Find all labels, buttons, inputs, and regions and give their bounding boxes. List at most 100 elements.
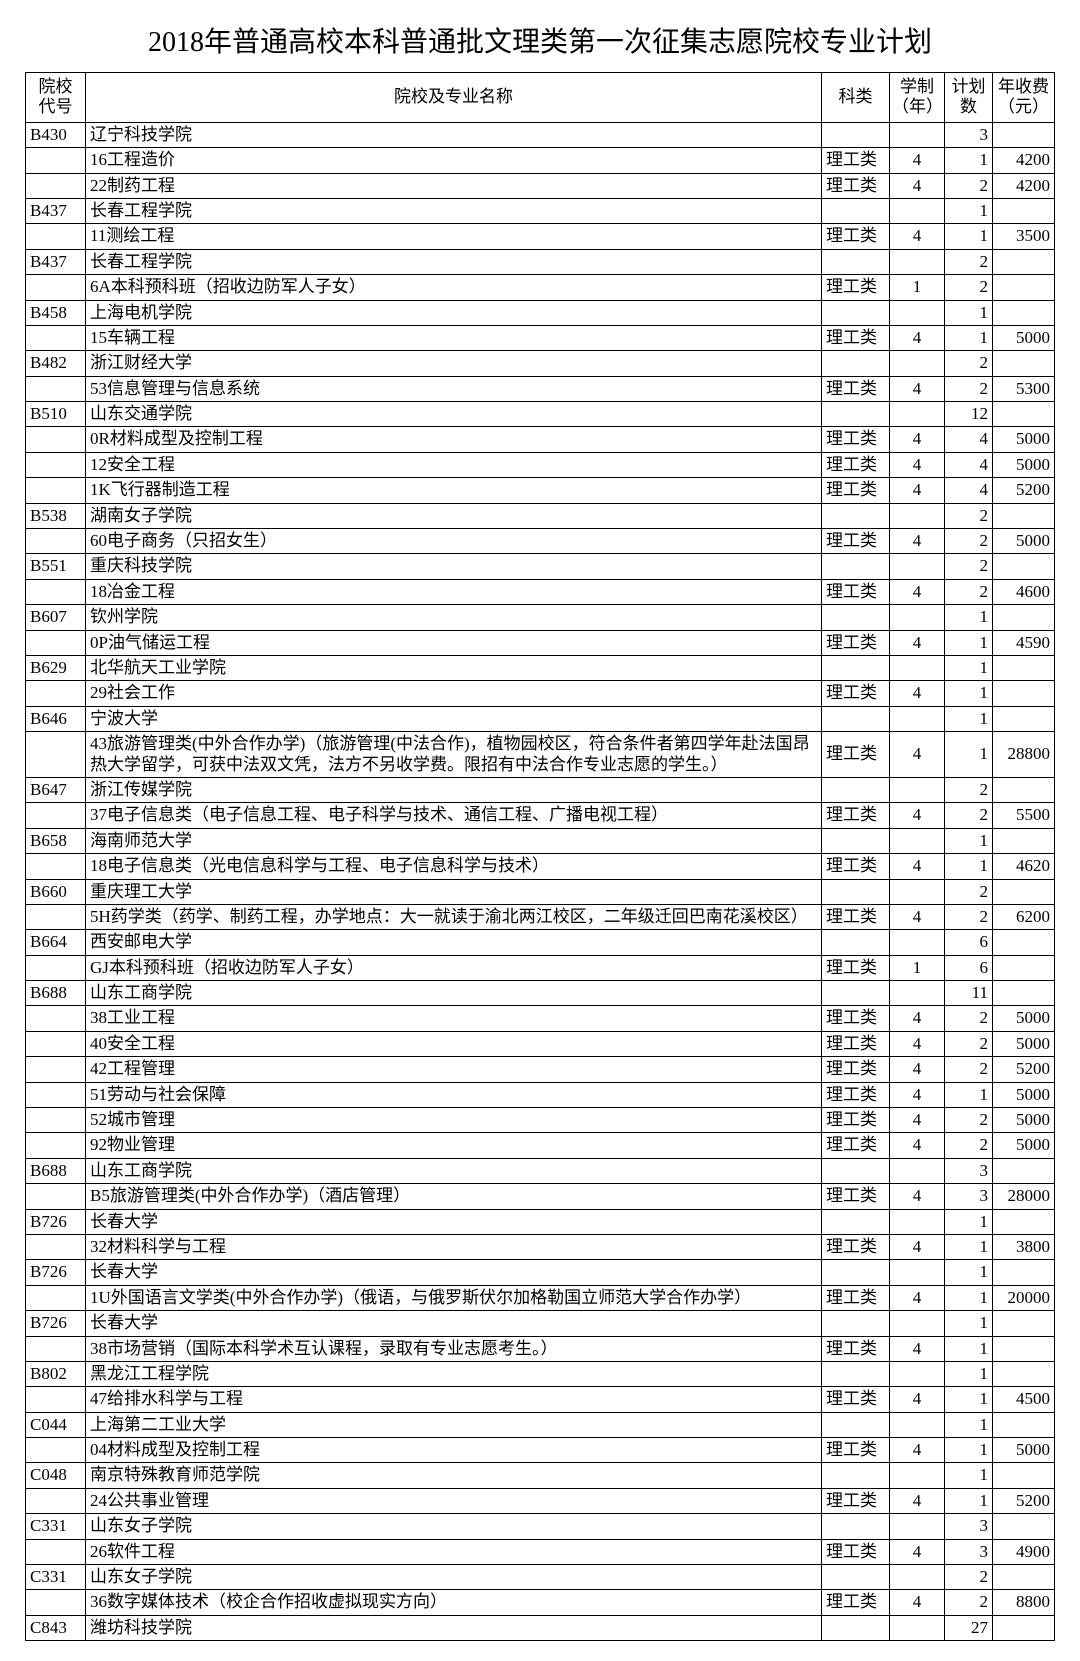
major-row: 15车辆工程理工类415000: [26, 325, 1055, 350]
cell-name: 潍坊科技学院: [86, 1615, 822, 1640]
major-row: 18电子信息类（光电信息科学与工程、电子信息科学与技术）理工类414620: [26, 854, 1055, 879]
cell-duration: [890, 402, 945, 427]
cell-plan: 1: [945, 732, 993, 778]
cell-plan: 1: [945, 1209, 993, 1234]
cell-code: [26, 854, 86, 879]
plan-table: 院校 代号 院校及专业名称 科类 学制 （年） 计划 数 年收费 （元） B43…: [25, 72, 1055, 1641]
cell-fee: [993, 351, 1055, 376]
cell-category: 理工类: [822, 1387, 890, 1412]
cell-plan: 11: [945, 981, 993, 1006]
cell-category: [822, 1311, 890, 1336]
major-row: 29社会工作理工类41: [26, 681, 1055, 706]
cell-fee: [993, 249, 1055, 274]
cell-name: 上海电机学院: [86, 300, 822, 325]
cell-code: B551: [26, 554, 86, 579]
cell-code: [26, 224, 86, 249]
cell-duration: 4: [890, 1539, 945, 1564]
major-row: 16工程造价理工类414200: [26, 148, 1055, 173]
cell-fee: [993, 981, 1055, 1006]
cell-duration: [890, 655, 945, 680]
cell-fee: [993, 1463, 1055, 1488]
cell-duration: 4: [890, 854, 945, 879]
cell-code: C044: [26, 1412, 86, 1437]
school-row: B726长春大学1: [26, 1260, 1055, 1285]
cell-code: B629: [26, 655, 86, 680]
cell-category: [822, 1514, 890, 1539]
major-row: GJ本科预科班（招收边防军人子女）理工类16: [26, 955, 1055, 980]
cell-category: 理工类: [822, 1133, 890, 1158]
cell-fee: [993, 1565, 1055, 1590]
cell-name: 16工程造价: [86, 148, 822, 173]
cell-plan: 1: [945, 706, 993, 731]
cell-fee: 8800: [993, 1590, 1055, 1615]
cell-duration: [890, 503, 945, 528]
cell-category: 理工类: [822, 1234, 890, 1259]
cell-plan: 1: [945, 1412, 993, 1437]
cell-code: B664: [26, 930, 86, 955]
cell-code: B510: [26, 402, 86, 427]
cell-fee: 5200: [993, 1488, 1055, 1513]
cell-code: [26, 955, 86, 980]
school-row: B551重庆科技学院2: [26, 554, 1055, 579]
cell-category: [822, 249, 890, 274]
school-row: B658海南师范大学1: [26, 828, 1055, 853]
cell-plan: 1: [945, 224, 993, 249]
cell-name: 上海第二工业大学: [86, 1412, 822, 1437]
cell-plan: 1: [945, 1336, 993, 1361]
cell-duration: 4: [890, 1108, 945, 1133]
cell-name: 宁波大学: [86, 706, 822, 731]
cell-plan: 12: [945, 402, 993, 427]
cell-code: [26, 732, 86, 778]
cell-fee: 5000: [993, 1006, 1055, 1031]
cell-duration: [890, 981, 945, 1006]
cell-duration: [890, 828, 945, 853]
cell-plan: 1: [945, 1082, 993, 1107]
cell-code: [26, 1006, 86, 1031]
cell-code: [26, 1082, 86, 1107]
cell-name: 92物业管理: [86, 1133, 822, 1158]
cell-fee: 3500: [993, 224, 1055, 249]
cell-name: 山东女子学院: [86, 1514, 822, 1539]
cell-plan: 1: [945, 325, 993, 350]
cell-plan: 2: [945, 777, 993, 802]
cell-category: 理工类: [822, 427, 890, 452]
cell-code: [26, 452, 86, 477]
cell-plan: 2: [945, 173, 993, 198]
cell-code: C843: [26, 1615, 86, 1640]
cell-code: [26, 1184, 86, 1209]
school-row: B688山东工商学院11: [26, 981, 1055, 1006]
cell-fee: [993, 1158, 1055, 1183]
cell-name: GJ本科预科班（招收边防军人子女）: [86, 955, 822, 980]
cell-name: 43旅游管理类(中外合作办学)（旅游管理(中法合作)，植物园校区，符合条件者第四…: [86, 732, 822, 778]
cell-fee: 4200: [993, 173, 1055, 198]
cell-name: 36数字媒体技术（校企合作招收虚拟现实方向）: [86, 1590, 822, 1615]
major-row: 1U外国语言文学类(中外合作办学)（俄语，与俄罗斯伏尔加格勒国立师范大学合作办学…: [26, 1285, 1055, 1310]
cell-category: [822, 1158, 890, 1183]
cell-category: [822, 300, 890, 325]
cell-duration: 4: [890, 452, 945, 477]
cell-fee: 5300: [993, 376, 1055, 401]
cell-fee: 4200: [993, 148, 1055, 173]
cell-category: 理工类: [822, 173, 890, 198]
cell-category: [822, 503, 890, 528]
cell-category: 理工类: [822, 681, 890, 706]
cell-plan: 1: [945, 1463, 993, 1488]
cell-category: [822, 351, 890, 376]
cell-plan: 1: [945, 148, 993, 173]
cell-duration: [890, 879, 945, 904]
cell-name: 51劳动与社会保障: [86, 1082, 822, 1107]
cell-name: 18电子信息类（光电信息科学与工程、电子信息科学与技术）: [86, 854, 822, 879]
cell-category: [822, 655, 890, 680]
cell-plan: 1: [945, 1260, 993, 1285]
school-row: B437长春工程学院1: [26, 198, 1055, 223]
cell-duration: 4: [890, 529, 945, 554]
cell-code: [26, 803, 86, 828]
cell-code: [26, 529, 86, 554]
cell-duration: 4: [890, 1336, 945, 1361]
cell-plan: 1: [945, 1234, 993, 1259]
cell-name: 18冶金工程: [86, 579, 822, 604]
header-name: 院校及专业名称: [86, 73, 822, 123]
school-row: B437长春工程学院2: [26, 249, 1055, 274]
cell-name: 浙江财经大学: [86, 351, 822, 376]
school-row: C331山东女子学院2: [26, 1565, 1055, 1590]
